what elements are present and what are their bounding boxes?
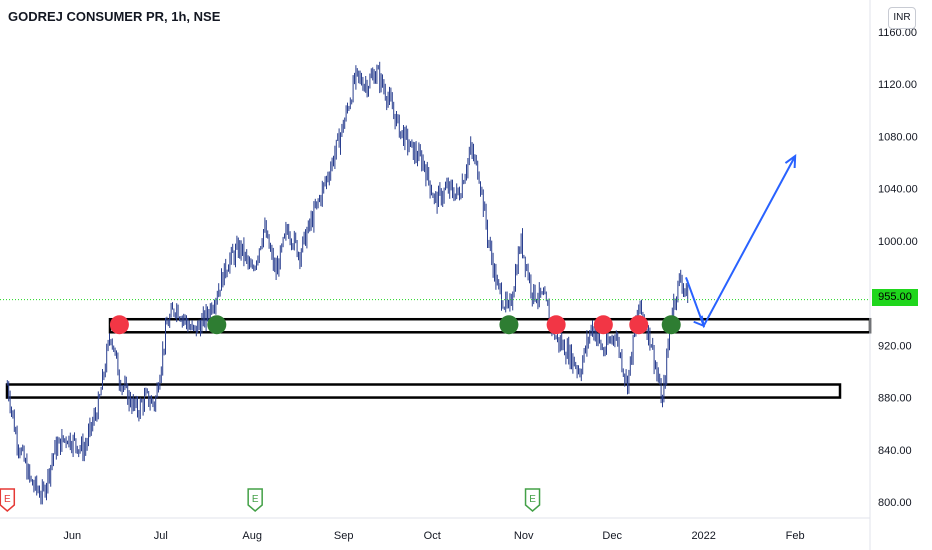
green-touch-marker[interactable] (207, 315, 227, 335)
green-touch-marker[interactable] (661, 315, 681, 335)
price-axis: 800.00 840.00 880.00 920.00 1000.00 1040.00 10… (878, 27, 918, 509)
y-tick-label: 1040.00 (878, 184, 918, 196)
time-axis: Jun Jul Aug Sep Oct Nov Dec 2022 Feb (63, 530, 804, 542)
y-tick-label: 840.00 (878, 445, 912, 457)
support-zones (5, 317, 872, 399)
projection-arrow (685, 154, 797, 329)
y-tick-label: 1000.00 (878, 236, 918, 248)
y-tick-label: 920.00 (878, 340, 912, 352)
x-tick-label: Jun (63, 530, 81, 542)
earnings-flag[interactable] (247, 488, 263, 512)
red-touch-marker[interactable] (109, 315, 129, 335)
projection-path[interactable] (685, 155, 797, 329)
currency-button[interactable]: INR (888, 7, 916, 29)
earnings-flag[interactable] (0, 488, 16, 512)
x-tick-label: Dec (602, 530, 622, 542)
earnings-label: E (4, 494, 11, 505)
touch-markers (109, 315, 681, 335)
x-tick-label: 2022 (691, 530, 715, 542)
y-tick-label: 800.00 (878, 497, 912, 509)
current-price-badge: 955.00 (872, 289, 918, 306)
dip-arrowhead (693, 315, 706, 328)
x-tick-label: Nov (514, 530, 534, 542)
earnings-label: E (252, 494, 259, 505)
y-tick-label: 1080.00 (878, 131, 918, 143)
symbol-title: GODREJ CONSUMER PR, 1h, NSE (8, 9, 221, 24)
x-tick-label: Jul (154, 530, 168, 542)
x-tick-label: Sep (334, 530, 354, 542)
x-tick-label: Oct (424, 530, 441, 542)
red-touch-marker[interactable] (629, 315, 649, 335)
green-touch-marker[interactable] (499, 315, 519, 335)
x-tick-label: Aug (242, 530, 262, 542)
y-tick-label: 1160.00 (878, 27, 917, 39)
red-touch-marker[interactable] (546, 315, 566, 335)
candles (6, 61, 689, 505)
earnings-flag[interactable] (524, 488, 541, 512)
x-tick-label: Feb (786, 530, 805, 542)
support-zone[interactable] (5, 383, 842, 399)
earnings-label: E (529, 494, 536, 505)
projection-arrowhead (784, 154, 797, 169)
y-tick-label: 880.00 (878, 393, 912, 405)
y-tick-label: 1120.00 (878, 79, 917, 91)
red-touch-marker[interactable] (593, 315, 613, 335)
